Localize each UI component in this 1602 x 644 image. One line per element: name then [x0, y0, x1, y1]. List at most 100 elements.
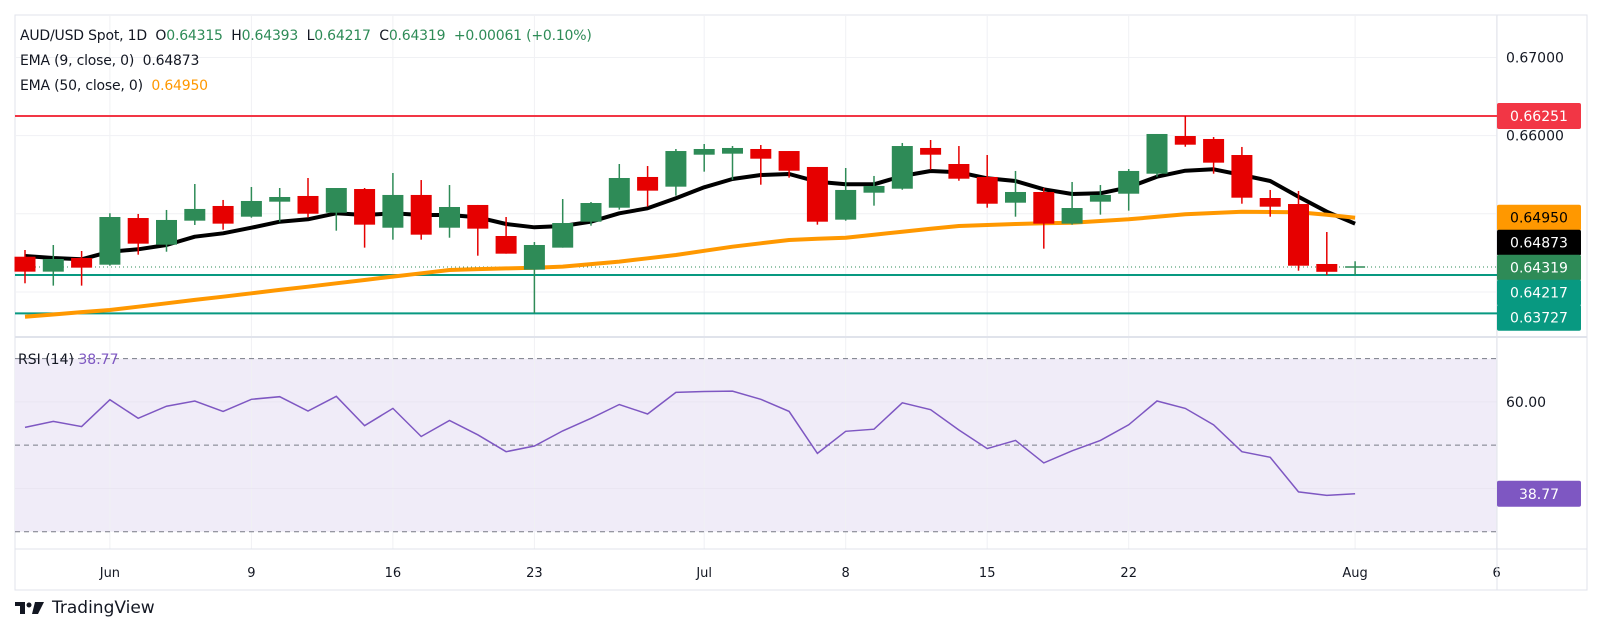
price-label-box [1497, 304, 1581, 331]
candle [1005, 170, 1026, 217]
candle-body [722, 147, 743, 154]
candle [269, 187, 291, 222]
candle [14, 249, 36, 284]
candle [156, 209, 177, 252]
rsi-tick-label: 60.00 [1506, 395, 1546, 411]
candle-body [1118, 170, 1140, 194]
tradingview-logo-icon [15, 602, 44, 614]
price-label: 0.64950 [1497, 204, 1581, 231]
support-price-label: 0.63727 [1497, 304, 1581, 331]
close-value: 0.64319 [388, 28, 446, 44]
candle-body [354, 189, 376, 225]
price-tick-label: 0.66000 [1506, 129, 1564, 145]
candle-body [382, 194, 404, 228]
x-tick-label: 16 [385, 566, 402, 581]
candle [835, 167, 857, 221]
candle [1231, 146, 1253, 204]
ema50-legend[interactable]: EMA (50, close, 0) 0.64950 [20, 78, 208, 94]
candle [1118, 169, 1140, 211]
x-tick-label: 15 [979, 566, 996, 581]
candle-body [1146, 133, 1168, 174]
candle-body [1061, 208, 1083, 224]
rsi-legend[interactable]: RSI (14) 38.77 [18, 352, 118, 368]
candle-body [495, 235, 517, 254]
candle-body [920, 147, 942, 155]
candle-body [42, 258, 64, 272]
candle-body [693, 148, 715, 155]
candle-body [637, 176, 659, 191]
candle-body [976, 176, 998, 204]
ema50-value: 0.64950 [151, 78, 208, 94]
symbol-title: AUD/USD Spot, 1D [20, 28, 147, 44]
candle-body [467, 204, 489, 229]
low-value: 0.64217 [314, 28, 371, 44]
candle [552, 199, 574, 248]
candle [1061, 181, 1083, 225]
x-tick-label: 9 [247, 566, 255, 581]
candle-body [410, 194, 432, 235]
candle [948, 146, 970, 181]
candle [778, 151, 800, 178]
candle-body [14, 256, 36, 272]
candle [240, 186, 262, 218]
candle [127, 213, 149, 255]
candle-body [948, 164, 970, 179]
candle-body [1288, 204, 1309, 266]
candle-body [71, 257, 93, 268]
candle-body [806, 166, 828, 222]
resistance-price-label: 0.66251 [1497, 103, 1581, 130]
price-label-box [1497, 103, 1581, 130]
price-label-text: 0.64217 [1510, 286, 1568, 302]
ema50-line [24, 209, 1356, 319]
rsi-value: 38.77 [78, 352, 119, 368]
candle [1316, 232, 1338, 276]
x-tick-label: Jul [695, 566, 712, 581]
candle [523, 242, 545, 314]
price-label: 0.64873 [1497, 229, 1581, 256]
x-tick-label: 22 [1120, 566, 1137, 581]
ema9-value: 0.64873 [142, 53, 200, 69]
candle-body [297, 195, 319, 214]
candle-body [99, 217, 121, 265]
candle [42, 244, 64, 286]
price-tick-label: 0.67000 [1506, 50, 1564, 66]
candle-body [1203, 138, 1225, 163]
candle-body [439, 206, 460, 228]
candle [693, 143, 715, 172]
symbol-legend: AUD/USD Spot, 1D O0.64315 H0.64393 L0.64… [20, 28, 592, 44]
ema9-label: EMA (9, close, 0) [20, 53, 135, 69]
high-value: 0.64393 [241, 28, 299, 44]
candle [1288, 190, 1309, 271]
candle-body [1174, 136, 1196, 145]
candle-body [1259, 198, 1281, 207]
candle-body [1316, 263, 1338, 272]
candle-body [750, 148, 772, 159]
rsi-value-box [1497, 480, 1581, 507]
candle [891, 142, 913, 190]
candle-body [240, 200, 262, 217]
candle-body [891, 146, 913, 189]
candle-body [1089, 194, 1111, 202]
candle-body [156, 219, 177, 245]
x-tick-label: Aug [1342, 566, 1367, 581]
price-label-box [1497, 229, 1581, 256]
candle [354, 187, 376, 248]
close-label: C [379, 28, 389, 44]
price-label-box [1497, 279, 1581, 306]
candle [608, 164, 630, 210]
tradingview-brand[interactable]: TradingView [15, 598, 155, 618]
candle [750, 145, 772, 185]
x-tick-label: 23 [526, 566, 543, 581]
ema9-legend[interactable]: EMA (9, close, 0) 0.64873 [20, 53, 199, 69]
candle [1174, 116, 1196, 147]
candle-body [1033, 191, 1055, 224]
candle-body [184, 208, 206, 221]
price-label: 0.64319 [1497, 254, 1581, 281]
candle-body [608, 177, 630, 208]
price-label-text: 0.66251 [1510, 109, 1568, 125]
open-value: 0.64315 [166, 28, 223, 44]
candle [439, 185, 460, 238]
rsi-value-label: 38.77 [1519, 487, 1559, 503]
candle-body [269, 196, 291, 202]
